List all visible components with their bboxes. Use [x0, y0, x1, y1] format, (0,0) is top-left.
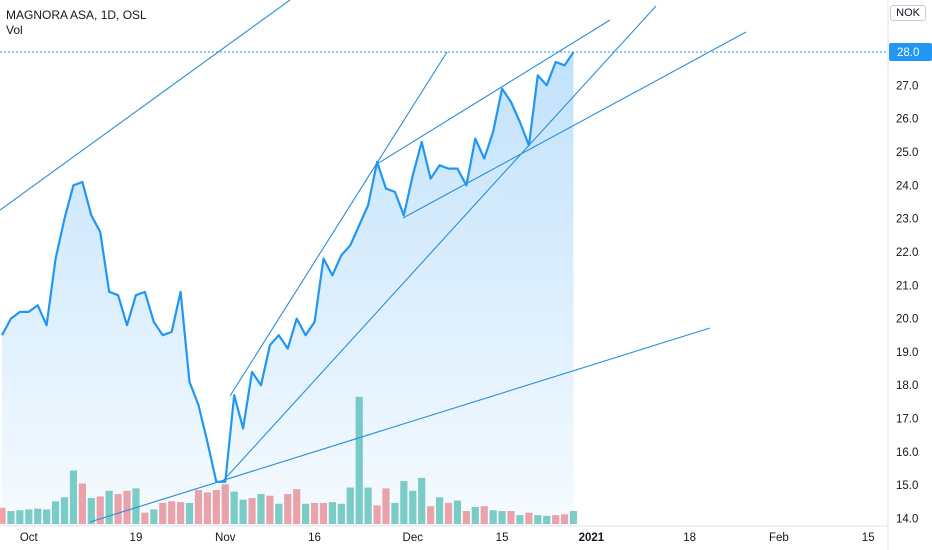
x-tick-label: Nov — [215, 532, 236, 544]
x-tick-label: 19 — [130, 532, 143, 544]
y-tick-label: 14.0 — [896, 514, 918, 526]
x-axis: Oct 19 Nov 16 Dec 15 2021 18 Feb 15 — [20, 532, 875, 544]
volume-bar — [569, 511, 578, 524]
price-line — [1, 51, 575, 483]
trend-line[interactable] — [402, 31, 747, 219]
y-tick-label: 27.0 — [896, 80, 918, 92]
y-tick-label: 25.0 — [896, 147, 918, 159]
currency-badge[interactable]: NOK — [890, 5, 926, 21]
x-tick-label: 18 — [683, 532, 696, 544]
last-price-badge-bg — [889, 43, 932, 61]
last-price-badge: 28.0 — [889, 43, 932, 61]
y-tick-label: 17.0 — [896, 414, 918, 426]
y-tick-label: 24.0 — [896, 180, 918, 192]
x-tick-label: Dec — [403, 532, 424, 544]
y-tick-label: 26.0 — [896, 114, 918, 126]
y-tick-label: 15.0 — [896, 480, 918, 492]
x-tick-label: Oct — [20, 532, 39, 544]
trend-line[interactable] — [229, 51, 448, 397]
y-tick-label: 18.0 — [896, 380, 918, 392]
trend-line[interactable] — [89, 327, 711, 523]
trend-lines — [0, 0, 747, 523]
trend-line[interactable] — [376, 19, 611, 165]
y-tick-label: 21.0 — [896, 280, 918, 292]
y-tick-label: 16.0 — [896, 447, 918, 459]
y-tick-label: 19.0 — [896, 347, 918, 359]
y-tick-label: 23.0 — [896, 214, 918, 226]
last-price-label: 28.0 — [897, 47, 919, 59]
price-area-fill — [2, 52, 574, 526]
x-tick-label: 2021 — [579, 532, 605, 544]
chart-title: MAGNORA ASA, 1D, OSL — [6, 8, 147, 22]
y-tick-label: 22.0 — [896, 247, 918, 259]
x-tick-label: 15 — [496, 532, 509, 544]
trend-line[interactable] — [221, 5, 657, 483]
y-tick-label: 20.0 — [896, 314, 918, 326]
volume-label: Vol — [6, 23, 23, 37]
x-tick-label: 15 — [862, 532, 875, 544]
x-tick-label: 16 — [308, 532, 321, 544]
y-axis: 14.0 15.0 16.0 17.0 18.0 19.0 20.0 21.0 22.0 23.0… — [896, 80, 918, 525]
trend-line[interactable] — [0, 0, 291, 211]
x-tick-label: Feb — [769, 532, 789, 544]
